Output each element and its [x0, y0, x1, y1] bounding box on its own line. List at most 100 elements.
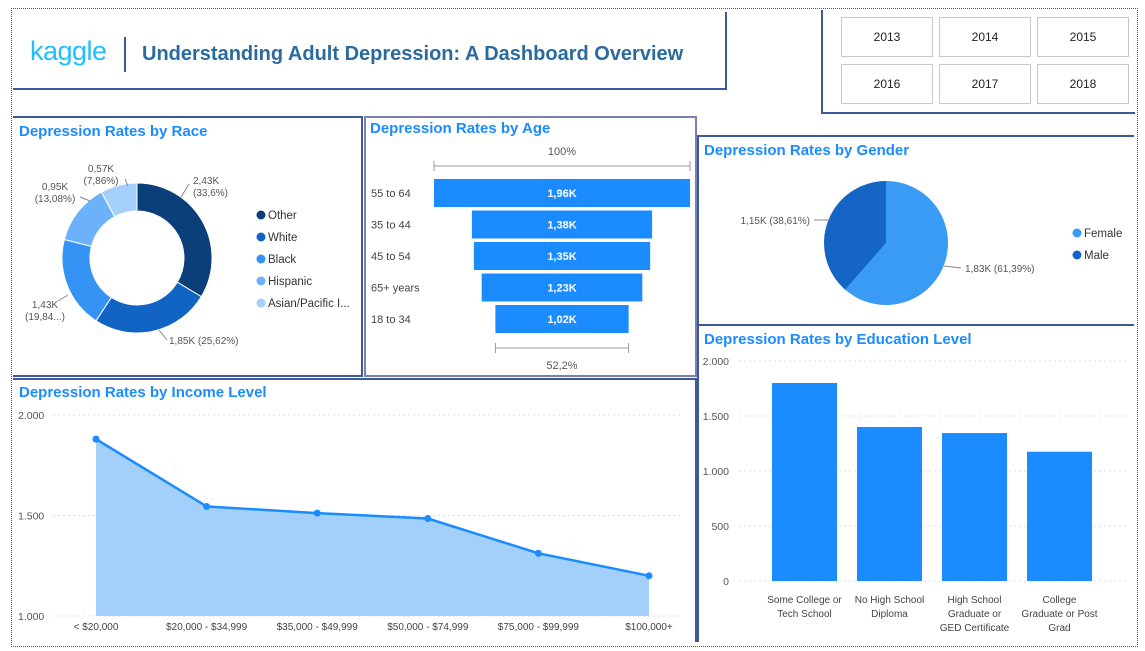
- income-area-chart: 1.000 1.500 2.000 < $20,000 $20,000 - $34,99…: [18, 410, 683, 633]
- legend-label: Male: [1084, 250, 1109, 262]
- legend-marker: [256, 276, 266, 286]
- funnel-bar-label: 1,35K: [547, 251, 576, 263]
- data-label-leader: [124, 178, 129, 187]
- age-funnel-chart: 100% 1,96K 55 to 64 1,38K 35 to 44 1,35K 45 to…: [371, 146, 691, 372]
- funnel-category-label: 45 to 54: [371, 251, 411, 263]
- x-tick-label: $20,000 - $34,999: [166, 622, 248, 633]
- y-tick-label: 1.000: [18, 611, 44, 623]
- donut-slice-black: [61, 238, 113, 322]
- y-tick-label: 500: [711, 521, 729, 533]
- data-label: 0,95K: [42, 182, 68, 193]
- funnel-bar-label: 1,23K: [547, 283, 576, 295]
- bar: [857, 427, 922, 581]
- data-label: (7,86%): [83, 176, 118, 187]
- x-tick-label: Graduate or: [948, 609, 1002, 620]
- data-point: [313, 509, 321, 517]
- data-point: [534, 549, 542, 557]
- funnel-bottom-label: 52,2%: [546, 360, 577, 372]
- x-tick-label: College: [1043, 595, 1077, 606]
- legend-label: Other: [268, 210, 297, 222]
- gender-chart-title: Depression Rates by Gender: [704, 142, 910, 159]
- pie-slice-male: [824, 181, 886, 290]
- data-label: 2,43K: [193, 176, 219, 187]
- legend-marker: [256, 232, 266, 242]
- year-button-2015[interactable]: 2015: [1037, 17, 1129, 57]
- year-button-2018[interactable]: 2018: [1037, 64, 1129, 104]
- data-label: 1,43K: [32, 300, 58, 311]
- legend-label: Asian/Pacific I...: [268, 298, 350, 310]
- y-tick-label: 0: [723, 576, 729, 588]
- x-tick-label: < $20,000: [74, 622, 119, 633]
- age-chart-title: Depression Rates by Age: [370, 120, 551, 137]
- age-panel: Depression Rates by Age 100% 1,96K 55 to 6…: [364, 116, 697, 377]
- data-label: (13,08%): [35, 194, 76, 205]
- funnel-bar-label: 1,96K: [547, 188, 576, 200]
- year-button-2016[interactable]: 2016: [841, 64, 933, 104]
- funnel-category-label: 65+ years: [371, 283, 420, 295]
- funnel-bar-label: 1,38K: [547, 220, 576, 232]
- data-label: 1,15K (38,61%): [741, 216, 811, 227]
- legend-label: Black: [268, 254, 296, 266]
- data-label: (19,84...): [25, 312, 65, 323]
- data-label-leader: [180, 183, 190, 198]
- y-tick-label: 2.000: [18, 410, 44, 422]
- area-fill: [96, 439, 649, 616]
- funnel-bar: [473, 242, 651, 270]
- donut-slice-asian-pacific-i-: [100, 182, 138, 218]
- funnel-category-label: 55 to 64: [371, 188, 411, 200]
- funnel-category-label: 18 to 34: [371, 314, 411, 326]
- x-tick-label: Graduate or Post: [1021, 609, 1097, 620]
- bar: [942, 433, 1007, 581]
- pie-slice-female: [845, 181, 948, 305]
- data-point: [203, 502, 211, 510]
- data-point: [92, 435, 100, 443]
- y-tick-label: 1.500: [703, 411, 729, 423]
- data-label: 1,85K (25,62%): [169, 336, 239, 347]
- series-line: [95, 438, 650, 578]
- data-label-leader: [943, 265, 962, 269]
- x-tick-label: Tech School: [777, 609, 831, 620]
- x-tick-label: Some College or: [767, 595, 842, 606]
- legend-label: Hispanic: [268, 276, 312, 288]
- legend-label: White: [268, 232, 297, 244]
- x-tick-label: $100,000+: [625, 622, 673, 633]
- data-point: [424, 515, 432, 523]
- header-panel: [13, 12, 727, 90]
- x-tick-label: No High School: [855, 595, 924, 606]
- legend-marker: [256, 298, 266, 308]
- income-chart-title: Depression Rates by Income Level: [19, 384, 267, 401]
- education-panel: Depression Rates by Education Level 0 500…: [697, 326, 1134, 642]
- year-button-2014[interactable]: 2014: [939, 17, 1031, 57]
- data-label-leader: [79, 196, 91, 202]
- logo-divider: [124, 37, 126, 72]
- page-title: Understanding Adult Depression: A Dashbo…: [142, 43, 684, 65]
- funnel-bar: [471, 210, 653, 239]
- x-tick-label: $50,000 - $74,999: [387, 622, 469, 633]
- gender-panel: Depression Rates by Gender 1,83K (61,39%…: [697, 135, 1134, 326]
- race-donut-chart: 2,43K(33,6%) 1,85K (25,62%) 1,43K(19,84...…: [25, 164, 350, 347]
- dashboard-frame: [11, 8, 1138, 647]
- donut-slice-other: [136, 182, 213, 298]
- x-tick-label: Diploma: [871, 609, 908, 620]
- year-button-2013[interactable]: 2013: [841, 17, 933, 57]
- data-point: [645, 572, 653, 580]
- funnel-bar: [434, 179, 690, 207]
- x-tick-label: GED Certificate: [940, 623, 1010, 634]
- funnel-top-label: 100%: [548, 146, 576, 158]
- year-button-2017[interactable]: 2017: [939, 64, 1031, 104]
- x-tick-label: $35,000 - $49,999: [277, 622, 359, 633]
- data-label-leader: [57, 294, 69, 302]
- funnel-bar: [481, 273, 643, 302]
- data-label: 1,83K (61,39%): [965, 264, 1035, 275]
- legend-marker: [256, 210, 266, 220]
- data-label-leader: [158, 329, 168, 341]
- funnel-category-label: 35 to 44: [371, 220, 411, 232]
- donut-slice-white: [95, 281, 202, 334]
- x-tick-label: High School: [948, 595, 1002, 606]
- legend-marker: [1072, 228, 1082, 238]
- year-slicer: [821, 10, 1135, 114]
- data-label: 0,57K: [88, 164, 114, 175]
- legend-marker: [1072, 250, 1082, 260]
- x-tick-label: $75,000 - $99,999: [498, 622, 580, 633]
- y-tick-label: 1.000: [703, 466, 729, 478]
